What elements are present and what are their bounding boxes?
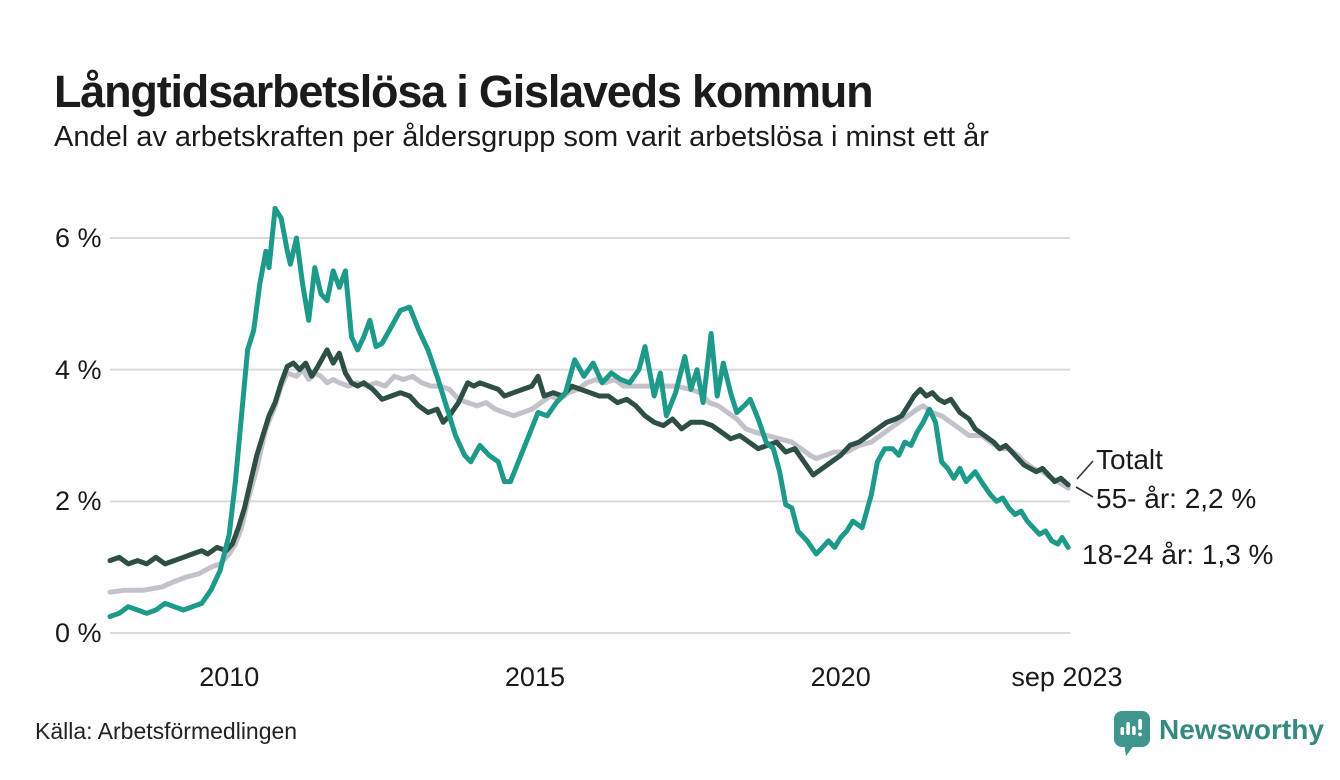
end-label-18-24: 18-24 år: 1,3 %: [1082, 539, 1274, 570]
series-lines: [107, 205, 1071, 619]
series-line-totalt: [107, 347, 1071, 567]
source-note: Källa: Arbetsförmedlingen: [35, 718, 298, 744]
leader-lines: [1075, 460, 1094, 498]
end-label-totalt: Totalt: [1096, 444, 1163, 475]
chart-subtitle: Andel av arbetskraften per åldersgrupp s…: [54, 121, 989, 153]
page-title: Långtidsarbetslösa i Gislaveds kommun: [54, 66, 874, 118]
series-line-18-24-r: [107, 205, 1071, 619]
leader-line-55: [1075, 486, 1094, 498]
leader-line-totalt: [1076, 460, 1094, 480]
series-line-55-r: [107, 367, 1071, 595]
newsworthy-logo: Newsworthy: [1113, 710, 1324, 762]
end-label-55: 55- år: 2,2 %: [1096, 483, 1257, 514]
gridlines: [110, 237, 1070, 634]
newsworthy-logo-text: Newsworthy: [1159, 714, 1324, 745]
newsworthy-logo-icon: [1113, 710, 1151, 762]
